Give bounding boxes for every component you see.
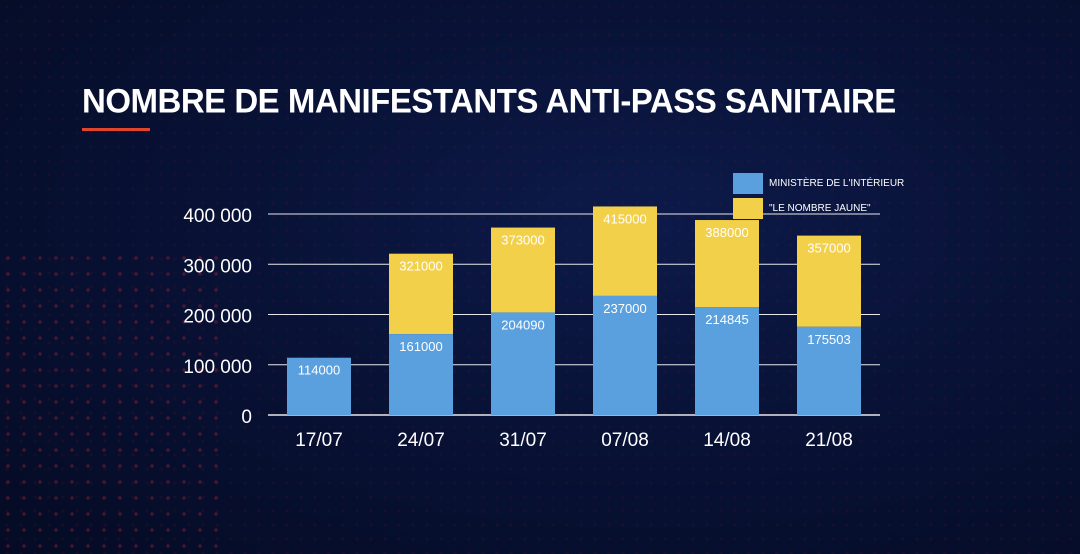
grid-lines bbox=[268, 213, 880, 416]
y-tick-label: 200 000 bbox=[183, 307, 252, 328]
data-label-ministere: 214845 bbox=[705, 312, 748, 327]
background-dots-left bbox=[0, 250, 230, 554]
legend-swatch-yellow bbox=[733, 198, 763, 219]
data-label-ministere: 114000 bbox=[298, 363, 340, 378]
bars: 114000 321000 161000 373000 204090 415000 2370… bbox=[287, 206, 861, 415]
data-label-ministere: 175503 bbox=[807, 332, 850, 347]
data-label-ministere: 204090 bbox=[501, 317, 544, 332]
bar-ministere bbox=[695, 307, 759, 415]
bar-ministere bbox=[287, 357, 351, 415]
legend: MINISTÈRE DE L'INTÉRIEUR "LE NOMBRE JAUN… bbox=[733, 171, 904, 221]
data-label-nombre-jaune: 373000 bbox=[501, 233, 544, 248]
chart-title: NOMBRE DE MANIFESTANTS ANTI-PASS SANITAI… bbox=[82, 81, 896, 120]
data-label-ministere: 237000 bbox=[603, 301, 646, 316]
bar-nombre-jaune bbox=[593, 206, 657, 296]
legend-item-ministere: MINISTÈRE DE L'INTÉRIEUR bbox=[733, 171, 904, 196]
title-underline bbox=[82, 128, 150, 131]
bar-ministere bbox=[389, 334, 453, 415]
data-label-nombre-jaune: 321000 bbox=[399, 259, 442, 274]
x-tick-label: 21/08 bbox=[805, 430, 853, 451]
bar-nombre-jaune bbox=[797, 235, 861, 327]
data-label-nombre-jaune: 357000 bbox=[807, 241, 850, 256]
data-label-nombre-jaune: 388000 bbox=[705, 225, 748, 240]
x-tick-label: 24/07 bbox=[397, 430, 445, 451]
legend-label-nombre-jaune: "LE NOMBRE JAUNE" bbox=[769, 203, 871, 214]
x-tick-label: 07/08 bbox=[601, 430, 649, 451]
x-tick-label: 17/07 bbox=[295, 430, 343, 451]
bar-ministere bbox=[491, 312, 555, 415]
bar-nombre-jaune bbox=[491, 227, 555, 313]
bar-nombre-jaune bbox=[389, 253, 453, 335]
y-axis-ticks: 0 100 000 200 000 300 000 400 000 bbox=[183, 206, 252, 428]
x-tick-label: 31/07 bbox=[499, 430, 547, 451]
y-tick-label: 0 bbox=[241, 407, 252, 428]
y-tick-label: 100 000 bbox=[183, 357, 252, 378]
legend-label-ministere: MINISTÈRE DE L'INTÉRIEUR bbox=[769, 178, 905, 189]
legend-swatch-blue bbox=[733, 173, 763, 194]
x-axis-ticks: 17/07 24/07 31/07 07/08 14/08 21/08 bbox=[295, 430, 853, 451]
bar-nombre-jaune bbox=[695, 220, 759, 308]
y-tick-label: 300 000 bbox=[183, 256, 252, 277]
data-label-ministere: 161000 bbox=[399, 339, 442, 354]
bar-ministere bbox=[593, 295, 657, 415]
x-tick-label: 14/08 bbox=[703, 430, 751, 451]
y-tick-label: 400 000 bbox=[183, 206, 252, 227]
data-label-nombre-jaune: 415000 bbox=[603, 211, 646, 226]
legend-item-nombre-jaune: "LE NOMBRE JAUNE" bbox=[733, 196, 904, 221]
bar-ministere bbox=[797, 326, 861, 415]
